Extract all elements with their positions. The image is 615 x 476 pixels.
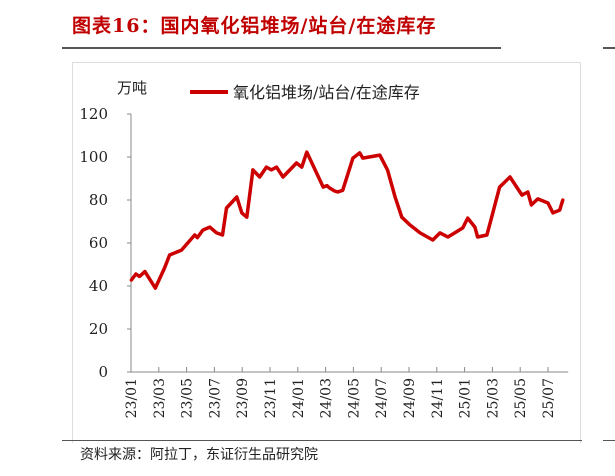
x-tick-label: 25/05: [513, 378, 529, 418]
x-tick-label: 25/07: [541, 378, 557, 418]
series-line: [129, 150, 565, 290]
chart-frame: [72, 62, 581, 443]
y-axis-unit: 万吨: [117, 79, 147, 97]
x-tick-label: 25/03: [485, 378, 501, 418]
x-tick-label: 23/07: [207, 378, 223, 418]
x-tick-label: 24/07: [374, 378, 390, 418]
x-tick-label: 24/03: [319, 378, 335, 418]
source-note: 资料来源：阿拉丁，东证衍生品研究院: [80, 447, 318, 463]
title-divider: [62, 47, 501, 49]
x-tick-label: 23/11: [263, 378, 279, 418]
x-tick-label: 23/05: [180, 378, 196, 418]
legend-label: 氧化铝堆场/站台/在途库存: [233, 83, 420, 102]
x-tick-label: 24/11: [430, 378, 446, 418]
next-panel-source-divider: [603, 440, 615, 441]
x-tick-label: 24/09: [402, 378, 418, 418]
x-tick-label: 24/05: [346, 378, 362, 418]
x-tick-label: 25/01: [458, 378, 474, 418]
y-tick-label: 60: [89, 234, 108, 252]
x-tick-label: 23/09: [235, 378, 251, 418]
y-tick-label: 0: [98, 363, 108, 381]
source-divider: [62, 440, 582, 441]
x-tick-label: 23/01: [124, 378, 140, 418]
x-tick-label: 23/03: [152, 378, 168, 418]
next-panel-divider: [603, 47, 615, 49]
x-tick-label: 24/01: [291, 378, 307, 418]
chart-title: 图表16：国内氧化铝堆场/站台/在途库存: [72, 15, 437, 37]
y-tick-label: 80: [89, 191, 108, 209]
y-tick-label: 40: [89, 277, 108, 295]
y-tick-label: 120: [79, 105, 108, 123]
legend: 氧化铝堆场/站台/在途库存: [190, 83, 420, 102]
y-tick-label: 20: [89, 320, 108, 338]
y-tick-label: 100: [79, 148, 108, 166]
